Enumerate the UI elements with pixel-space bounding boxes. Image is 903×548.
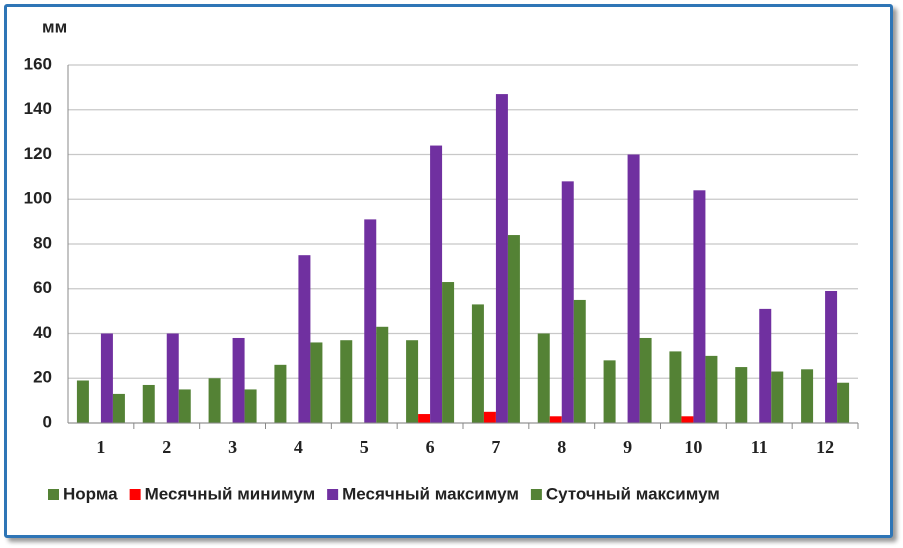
bar [232, 337, 245, 423]
legend-swatch [48, 489, 59, 500]
bar [735, 367, 748, 423]
bar [244, 389, 257, 423]
x-tick-label: 6 [426, 437, 435, 457]
x-tick-label: 12 [816, 437, 834, 457]
bar [495, 94, 508, 424]
bar [507, 235, 520, 423]
bar [705, 355, 718, 423]
legend-swatch [129, 489, 141, 500]
legend-label: Месячный максимум [342, 484, 519, 503]
x-tick-label: 5 [360, 437, 369, 457]
y-tick-label: 100 [24, 189, 52, 208]
bar [100, 333, 113, 423]
bar [76, 380, 89, 423]
bar [561, 181, 574, 423]
y-axis-unit: мм [42, 17, 67, 36]
bar [142, 384, 155, 423]
y-tick-label: 0 [43, 412, 52, 431]
frame [4, 4, 893, 538]
bar [208, 378, 221, 423]
x-tick-label: 9 [623, 437, 632, 457]
bar [573, 299, 586, 423]
bar [364, 219, 377, 423]
y-tick-label: 20 [33, 368, 52, 387]
bar [627, 154, 640, 423]
bar [693, 190, 706, 423]
bar [825, 290, 838, 423]
bar [178, 389, 191, 423]
bar [376, 326, 389, 423]
bar [340, 340, 353, 423]
bar [298, 255, 311, 423]
bar [603, 360, 616, 423]
bar [310, 342, 323, 423]
bar [537, 333, 550, 423]
bar [418, 414, 431, 423]
bar [471, 304, 484, 423]
bar [166, 333, 179, 423]
x-tick-label: 1 [96, 437, 105, 457]
legend-swatch [530, 489, 542, 500]
bar [801, 369, 814, 423]
legend-label: Суточный максимум [546, 484, 720, 503]
bar [430, 145, 443, 424]
x-tick-label: 3 [228, 437, 237, 457]
y-tick-label: 60 [33, 278, 52, 297]
y-tick-label: 140 [24, 99, 52, 118]
x-tick-label: 7 [491, 437, 500, 457]
bar [112, 393, 125, 423]
bar [669, 351, 682, 423]
x-tick-label: 11 [751, 437, 768, 457]
bar [639, 337, 652, 423]
x-tick-label: 2 [162, 437, 171, 457]
x-tick-label: 4 [294, 437, 303, 457]
bar [442, 282, 455, 423]
legend-label: Месячный минимум [145, 484, 316, 503]
legend-label: Норма [63, 484, 118, 503]
bar [274, 364, 287, 423]
y-tick-label: 160 [24, 54, 52, 73]
y-tick-label: 40 [33, 323, 52, 342]
bar [771, 371, 784, 423]
x-tick-label: 10 [684, 437, 702, 457]
bar [406, 340, 419, 423]
x-tick-label: 8 [557, 437, 566, 457]
bar [681, 416, 694, 423]
bar [759, 308, 772, 423]
legend-swatch [327, 489, 339, 500]
bar [549, 416, 562, 423]
bar [837, 382, 850, 423]
y-tick-label: 120 [24, 144, 52, 163]
bar [483, 411, 496, 423]
y-tick-label: 80 [33, 233, 52, 252]
